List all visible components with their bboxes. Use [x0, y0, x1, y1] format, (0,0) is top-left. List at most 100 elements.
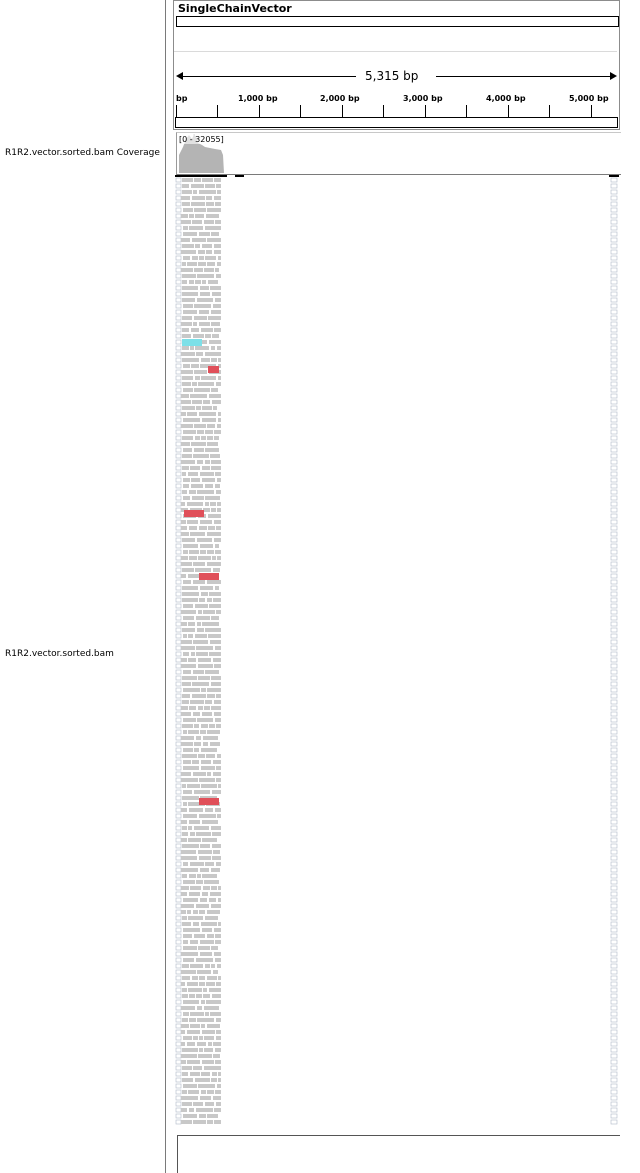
alignment-read [217, 754, 221, 758]
read-outline [175, 447, 182, 453]
alignment-read [207, 976, 217, 980]
alignment-read [183, 550, 188, 554]
alignment-read [213, 1042, 221, 1046]
alignment-read [211, 616, 219, 620]
alignment-read [182, 1078, 193, 1082]
read-outline [175, 1047, 182, 1053]
alignment-read [215, 958, 221, 962]
read-outline [175, 969, 182, 975]
alignment-read [188, 826, 192, 830]
ruler-tick [466, 105, 467, 117]
alignment-read [190, 700, 204, 704]
alignment-read [181, 322, 192, 326]
alignment-read [181, 562, 192, 566]
alignment-read [197, 1042, 206, 1046]
alignment-track[interactable] [175, 174, 620, 1134]
alignment-read [183, 814, 197, 818]
alignment-read [218, 1072, 221, 1076]
alignment-read [209, 652, 221, 656]
read-outline [610, 411, 618, 417]
alignment-read [181, 370, 193, 374]
alignment-read [181, 742, 193, 746]
alignment-read [217, 814, 221, 818]
alignment-read [218, 412, 221, 416]
read-outline [175, 1089, 182, 1095]
alignment-read [188, 622, 195, 626]
alignment-read [217, 556, 221, 560]
read-outline [175, 609, 182, 615]
alignment-read [182, 568, 194, 572]
alignment-read [182, 916, 187, 920]
alignment-read [181, 868, 198, 872]
alignment-read [216, 526, 221, 530]
read-outline [175, 801, 182, 807]
read-outline [175, 339, 182, 345]
alignment-read [215, 940, 221, 944]
alignment-read [191, 202, 205, 206]
alignment-read [192, 256, 198, 260]
alignment-track-name[interactable]: R1R2.vector.sorted.bam [5, 649, 114, 659]
alignment-read [214, 250, 221, 254]
read-outline [175, 561, 182, 567]
alignment-read [201, 748, 217, 752]
alignment-read [205, 352, 221, 356]
alignment-read [187, 1060, 200, 1064]
alignment-read [204, 268, 214, 272]
read-outline [175, 903, 182, 909]
read-outline [610, 423, 618, 429]
read-outline [610, 1113, 618, 1119]
alignment-read [207, 910, 220, 914]
read-outline [175, 807, 182, 813]
read-outline [175, 387, 182, 393]
read-marker [235, 175, 244, 177]
alignment-read [181, 1096, 198, 1100]
read-outline [610, 225, 618, 231]
coverage-track[interactable]: [0 - 32055] [176, 132, 621, 175]
read-outline [175, 513, 182, 519]
chromosome-ideogram[interactable] [176, 16, 619, 27]
alignment-read [181, 904, 194, 908]
alignment-read [215, 646, 221, 650]
read-outline [610, 537, 618, 543]
alignment-read [211, 508, 216, 512]
alignment-read [217, 502, 221, 506]
alignment-read [206, 202, 214, 206]
alignment-read [183, 760, 191, 764]
alignment-read [209, 898, 216, 902]
alignment-read [183, 310, 197, 314]
alignment-read [182, 436, 193, 440]
read-outline [610, 267, 618, 273]
read-outline [175, 507, 182, 513]
read-outline [610, 765, 618, 771]
read-outline [610, 681, 618, 687]
alignment-read [201, 592, 208, 596]
read-outline [610, 837, 618, 843]
read-outline [610, 561, 618, 567]
alignment-read [211, 388, 218, 392]
read-outline [175, 837, 182, 843]
read-outline [175, 735, 182, 741]
read-outline [175, 435, 182, 441]
read-outline [610, 1041, 618, 1047]
span-length-label: 5,315 bp [359, 69, 425, 83]
alignment-read [202, 406, 212, 410]
alignment-read [181, 772, 191, 776]
alignment-read [183, 448, 192, 452]
alignment-read [201, 1024, 205, 1028]
read-outline [610, 873, 618, 879]
alignment-read [202, 874, 217, 878]
read-outline [610, 615, 618, 621]
alignment-read [213, 760, 221, 764]
alignment-read [193, 922, 199, 926]
alignment-read [204, 1006, 219, 1010]
panel-divider [177, 1135, 620, 1136]
alignment-read [199, 310, 209, 314]
read-outline [610, 897, 618, 903]
alignment-read [214, 430, 221, 434]
coverage-track-name[interactable]: R1R2.vector.sorted.bam Coverage [5, 148, 160, 158]
alignment-read [198, 610, 202, 614]
alignment-read [200, 844, 210, 848]
read-outline [175, 195, 182, 201]
alignment-read [211, 358, 217, 362]
read-outline [610, 327, 618, 333]
